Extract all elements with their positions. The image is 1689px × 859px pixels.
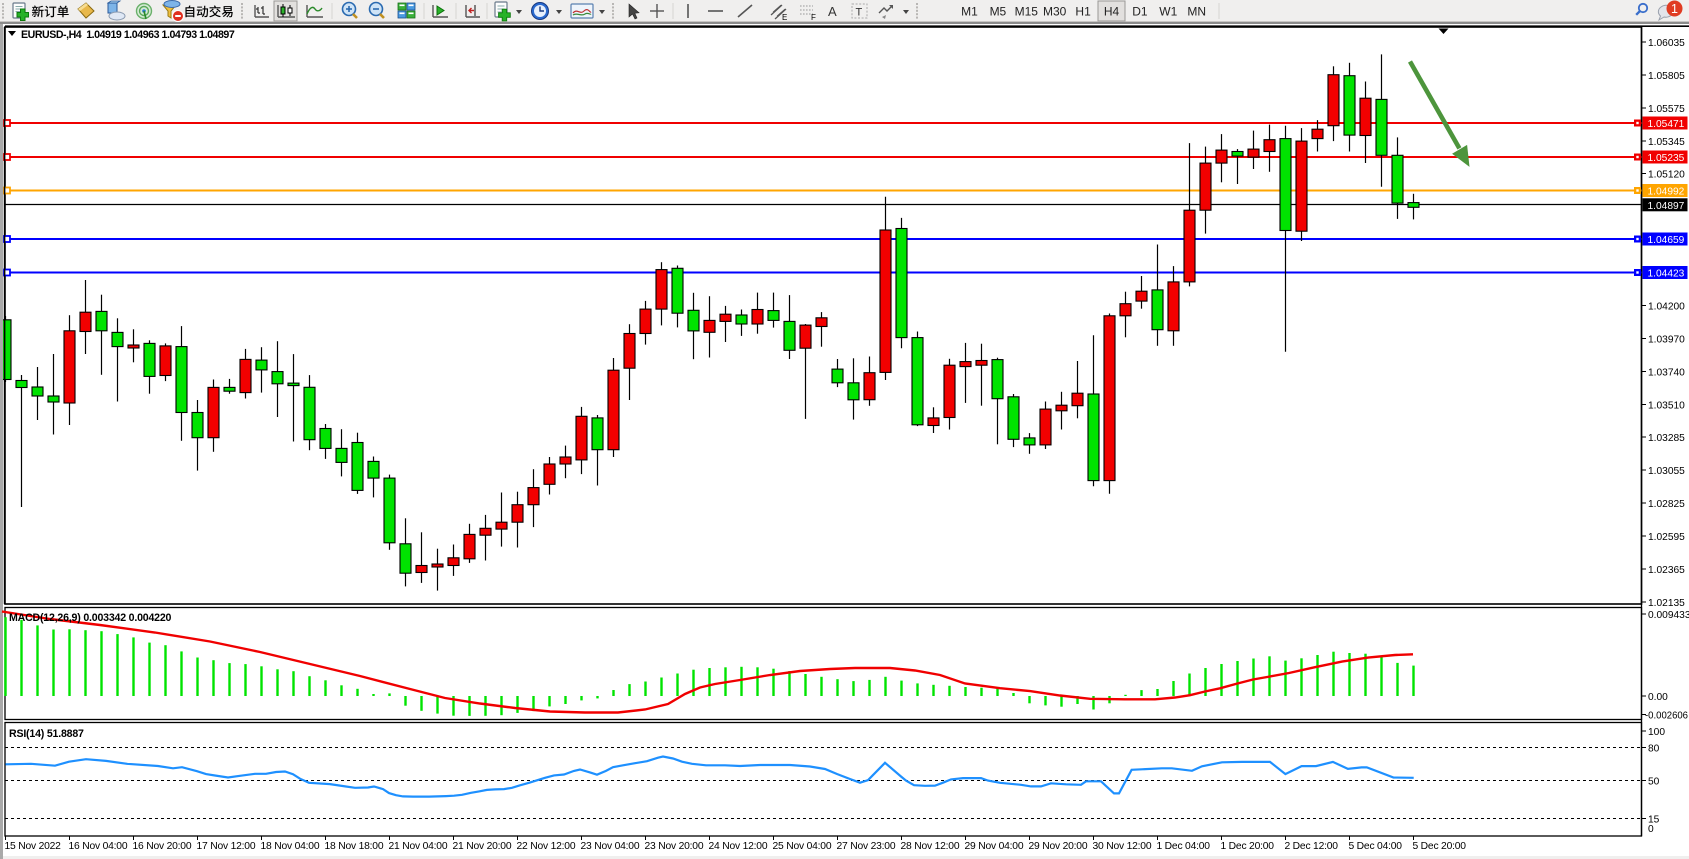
svg-text:27 Nov 23:00: 27 Nov 23:00 <box>837 841 896 852</box>
svg-text:1.02595: 1.02595 <box>1648 532 1685 543</box>
svg-text:1.04897: 1.04897 <box>1648 201 1685 212</box>
svg-text:0.00: 0.00 <box>1648 692 1668 703</box>
svg-text:16 Nov 04:00: 16 Nov 04:00 <box>69 841 128 852</box>
svg-text:16 Nov 20:00: 16 Nov 20:00 <box>133 841 192 852</box>
svg-text:25 Nov 04:00: 25 Nov 04:00 <box>773 841 832 852</box>
svg-text:MACD(12,26,9) 0.003342 0.00422: MACD(12,26,9) 0.003342 0.004220 <box>9 612 172 624</box>
svg-text:29 Nov 20:00: 29 Nov 20:00 <box>1029 841 1088 852</box>
svg-text:1.05805: 1.05805 <box>1648 71 1685 82</box>
svg-text:23 Nov 20:00: 23 Nov 20:00 <box>645 841 704 852</box>
svg-text:100: 100 <box>1648 727 1665 738</box>
svg-text:0: 0 <box>1648 824 1654 835</box>
svg-text:1 Dec 04:00: 1 Dec 04:00 <box>1157 841 1211 852</box>
svg-text:1.03740: 1.03740 <box>1648 368 1685 379</box>
svg-text:1.05471: 1.05471 <box>1648 119 1685 130</box>
svg-text:2 Dec 12:00: 2 Dec 12:00 <box>1285 841 1339 852</box>
svg-text:M1: M1 <box>961 5 978 19</box>
svg-text:EURUSD-,H4 1.04919 1.04963 1.: EURUSD-,H4 1.04919 1.04963 1.04793 1.048… <box>21 29 235 41</box>
svg-text:5 Dec 20:00: 5 Dec 20:00 <box>1413 841 1467 852</box>
svg-text:1.03285: 1.03285 <box>1648 433 1685 444</box>
svg-text:80: 80 <box>1648 744 1660 755</box>
svg-text:18 Nov 04:00: 18 Nov 04:00 <box>261 841 320 852</box>
svg-text:1.04200: 1.04200 <box>1648 302 1685 313</box>
svg-text:1.04992: 1.04992 <box>1648 187 1685 198</box>
svg-text:22 Nov 12:00: 22 Nov 12:00 <box>517 841 576 852</box>
svg-text:E: E <box>782 13 787 22</box>
svg-text:15: 15 <box>1648 815 1660 826</box>
svg-text:0.009433: 0.009433 <box>1648 610 1689 621</box>
svg-text:1.05120: 1.05120 <box>1648 170 1685 181</box>
svg-text:MN: MN <box>1187 5 1206 19</box>
svg-text:18 Nov 18:00: 18 Nov 18:00 <box>325 841 384 852</box>
svg-text:A: A <box>828 4 837 19</box>
svg-text:H1: H1 <box>1075 5 1091 19</box>
svg-text:1.04423: 1.04423 <box>1648 269 1685 280</box>
svg-text:1.06035: 1.06035 <box>1648 38 1685 49</box>
svg-text:RSI(14) 51.8887: RSI(14) 51.8887 <box>9 728 84 740</box>
svg-text:50: 50 <box>1648 777 1660 788</box>
svg-text:-0.002606: -0.002606 <box>1645 711 1688 722</box>
svg-text:15 Nov 2022: 15 Nov 2022 <box>5 841 62 852</box>
svg-text:1.05235: 1.05235 <box>1648 153 1685 164</box>
svg-text:1.03055: 1.03055 <box>1648 466 1685 477</box>
svg-text:1.02825: 1.02825 <box>1648 499 1685 510</box>
svg-text:24 Nov 12:00: 24 Nov 12:00 <box>709 841 768 852</box>
svg-text:17 Nov 12:00: 17 Nov 12:00 <box>197 841 256 852</box>
svg-text:1.04659: 1.04659 <box>1648 235 1685 246</box>
svg-text:M5: M5 <box>990 5 1007 19</box>
svg-text:D1: D1 <box>1132 5 1148 19</box>
svg-text:1.03970: 1.03970 <box>1648 335 1685 346</box>
svg-text:T: T <box>856 7 863 19</box>
svg-text:1 Dec 20:00: 1 Dec 20:00 <box>1221 841 1275 852</box>
svg-text:21 Nov 04:00: 21 Nov 04:00 <box>389 841 448 852</box>
svg-text:1.05345: 1.05345 <box>1648 137 1685 148</box>
svg-text:H4: H4 <box>1104 5 1120 19</box>
svg-text:1.02135: 1.02135 <box>1648 598 1685 609</box>
svg-text:M15: M15 <box>1015 5 1039 19</box>
svg-text:21 Nov 20:00: 21 Nov 20:00 <box>453 841 512 852</box>
svg-text:W1: W1 <box>1159 5 1177 19</box>
svg-text:1.05575: 1.05575 <box>1648 104 1685 115</box>
svg-text:28 Nov 12:00: 28 Nov 12:00 <box>901 841 960 852</box>
svg-text:5 Dec 04:00: 5 Dec 04:00 <box>1349 841 1403 852</box>
svg-text:30 Nov 12:00: 30 Nov 12:00 <box>1093 841 1152 852</box>
svg-text:1.03510: 1.03510 <box>1648 401 1685 412</box>
svg-text:F: F <box>811 13 816 22</box>
svg-text:29 Nov 04:00: 29 Nov 04:00 <box>965 841 1024 852</box>
svg-text:1: 1 <box>1671 2 1678 16</box>
svg-text:M30: M30 <box>1043 5 1067 19</box>
svg-text:1.02365: 1.02365 <box>1648 565 1685 576</box>
svg-text:23 Nov 04:00: 23 Nov 04:00 <box>581 841 640 852</box>
